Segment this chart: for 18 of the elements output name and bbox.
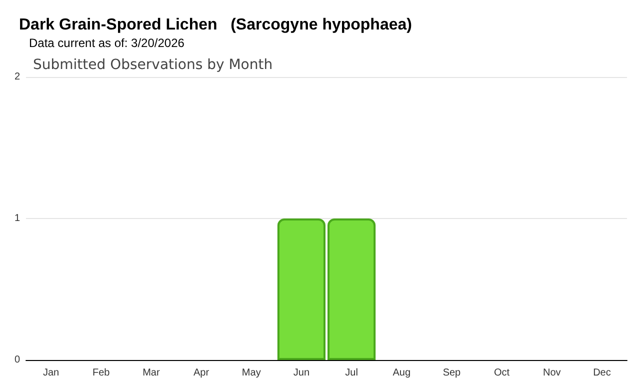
x-tick-label: Jun — [293, 368, 310, 378]
chart-title: Dark Grain-Spored Lichen (Sarcogyne hypophaea) — [19, 16, 412, 34]
chart-subtitle: Data current as of: 3/20/2026 — [29, 36, 185, 50]
x-tick-label: Nov — [542, 368, 561, 378]
x-tick-label: Sep — [442, 368, 462, 378]
x-tick-label: Aug — [392, 368, 411, 378]
y-tick-label: 2 — [14, 72, 20, 82]
y-tick-label: 0 — [14, 354, 20, 366]
x-tick-label: Apr — [194, 368, 210, 378]
x-tick-label: Jul — [345, 368, 358, 378]
x-tick-label: May — [242, 368, 261, 378]
y-tick-label: 1 — [14, 213, 20, 224]
x-tick-label: Oct — [494, 368, 510, 378]
x-tick-label: Mar — [142, 368, 160, 378]
x-tick-label: Jan — [42, 368, 60, 378]
x-tick-label: Dec — [593, 368, 611, 378]
text: Submitted Observations by Month — [33, 57, 273, 73]
x-tick-label: Feb — [92, 368, 110, 378]
